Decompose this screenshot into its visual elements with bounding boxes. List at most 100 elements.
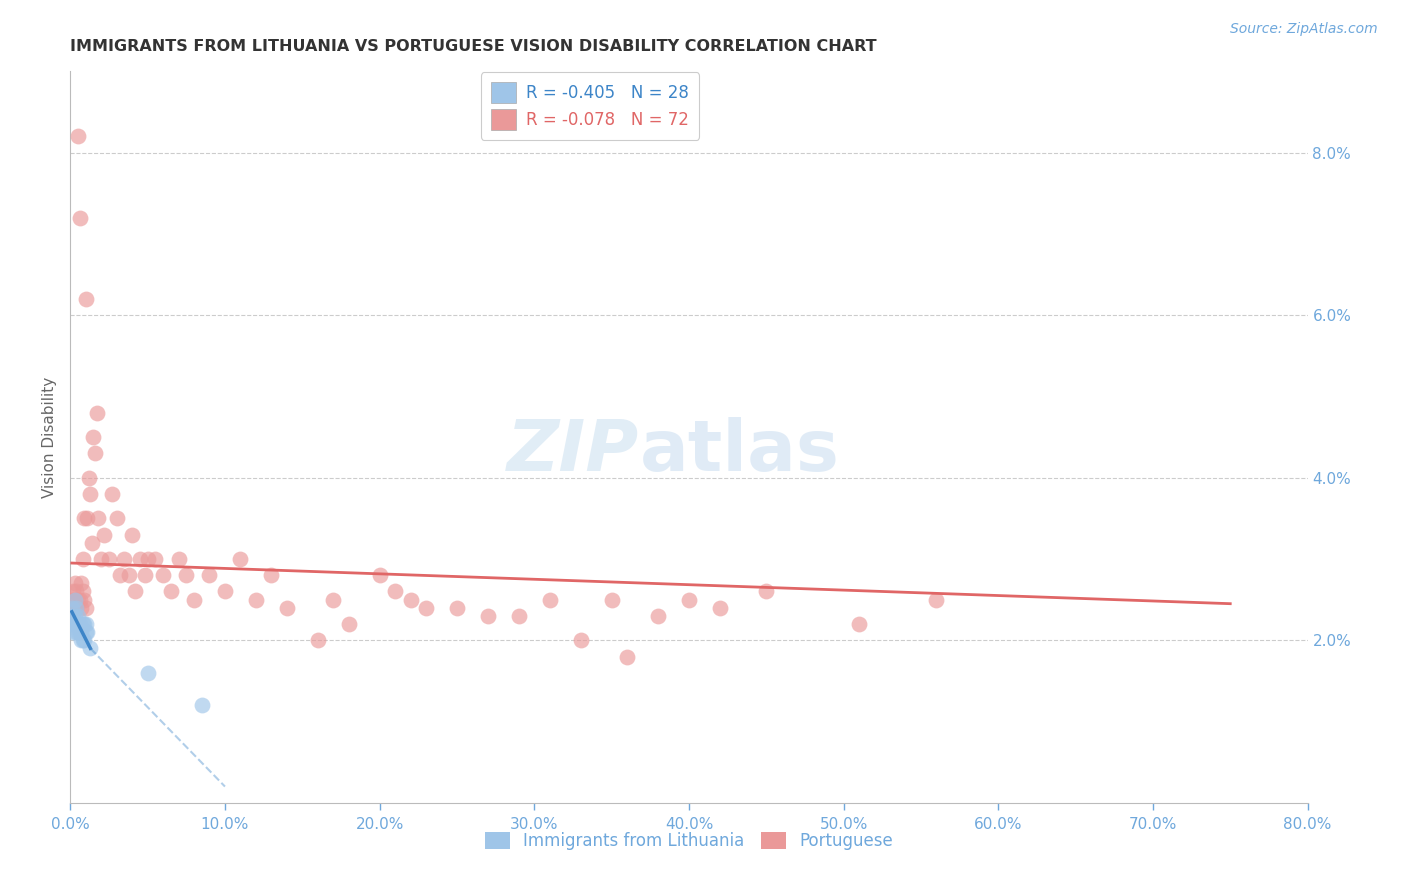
Point [129,552,152,566]
Point [848,617,870,632]
Point [198,568,221,582]
Point [755,584,778,599]
Text: ZIP: ZIP [508,417,640,486]
Point [174,568,197,582]
Point [67,592,90,607]
Point [183,592,205,607]
Point [69,625,91,640]
Point [384,584,406,599]
Point [72,552,94,566]
Point [569,633,592,648]
Point [63,592,86,607]
Point [65,617,87,632]
Point [229,552,252,566]
Point [101,487,124,501]
Point [121,527,143,541]
Point [70,576,93,591]
Point [69,211,91,225]
Point [63,592,86,607]
Point [160,584,183,599]
Point [446,600,468,615]
Point [538,592,561,607]
Point [245,592,267,607]
Point [260,568,283,582]
Point [62,625,84,640]
Text: atlas: atlas [640,417,839,486]
Point [73,592,96,607]
Point [191,698,214,713]
Point [63,608,86,623]
Point [65,600,87,615]
Point [76,625,98,640]
Point [114,552,135,566]
Text: IMMIGRANTS FROM LITHUANIA VS PORTUGUESE VISION DISABILITY CORRELATION CHART: IMMIGRANTS FROM LITHUANIA VS PORTUGUESE … [70,38,877,54]
Point [307,633,329,648]
Point [87,511,110,525]
Point [69,617,91,632]
Point [136,665,159,680]
Point [82,430,105,444]
Point [90,552,112,566]
Legend: Immigrants from Lithuania, Portuguese: Immigrants from Lithuania, Portuguese [478,825,900,856]
Point [65,625,87,640]
Y-axis label: Vision Disability: Vision Disability [42,376,58,498]
Point [337,617,360,632]
Point [399,592,422,607]
Point [214,584,236,599]
Point [167,552,190,566]
Point [65,600,87,615]
Point [60,617,83,632]
Point [79,641,101,656]
Point [75,625,97,640]
Point [62,617,84,632]
Point [108,568,131,582]
Point [93,527,115,541]
Point [86,406,108,420]
Point [678,592,700,607]
Point [477,608,499,623]
Point [98,552,120,566]
Point [60,592,83,607]
Point [75,292,97,306]
Point [925,592,948,607]
Point [75,617,97,632]
Point [63,576,86,591]
Point [75,600,97,615]
Point [118,568,141,582]
Point [70,625,93,640]
Point [72,633,94,648]
Point [415,600,437,615]
Point [647,608,669,623]
Point [73,511,96,525]
Point [322,592,344,607]
Point [69,592,91,607]
Point [63,617,86,632]
Point [62,600,84,615]
Point [616,649,638,664]
Point [124,584,146,599]
Point [145,552,166,566]
Point [73,633,96,648]
Text: Source: ZipAtlas.com: Source: ZipAtlas.com [1230,22,1378,37]
Point [368,568,391,582]
Point [65,584,87,599]
Point [70,633,93,648]
Point [72,617,94,632]
Point [79,487,101,501]
Point [136,552,159,566]
Point [67,129,90,144]
Point [72,584,94,599]
Point [276,600,298,615]
Point [67,617,90,632]
Point [60,600,83,615]
Point [77,471,100,485]
Point [84,446,107,460]
Point [152,568,174,582]
Point [62,608,84,623]
Point [80,535,103,549]
Point [76,511,98,525]
Point [105,511,128,525]
Point [600,592,623,607]
Point [62,584,84,599]
Point [508,608,530,623]
